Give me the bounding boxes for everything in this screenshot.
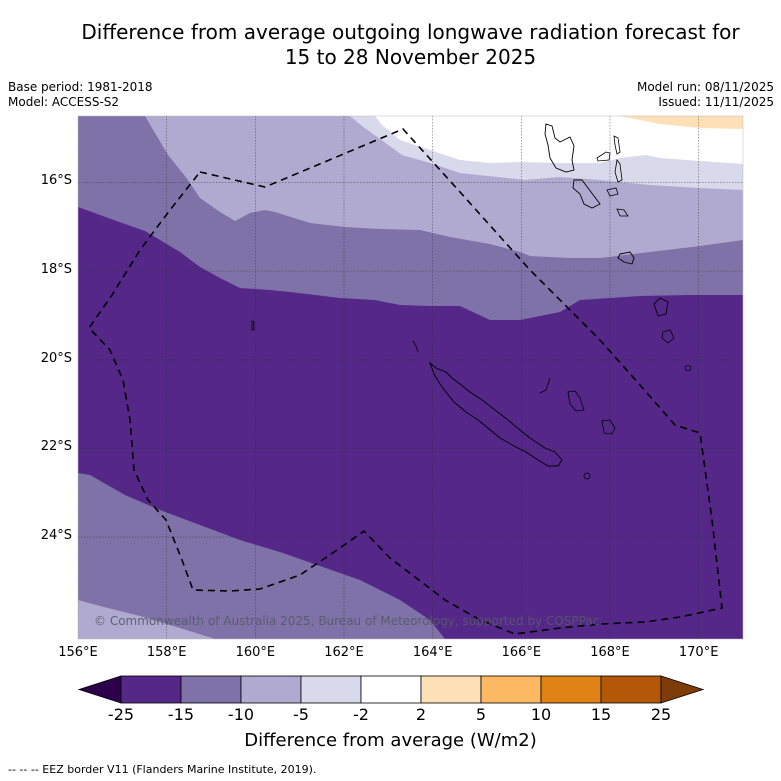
land-pentecost [614,159,623,183]
band-minus10-minus5-south [78,600,215,639]
land-ambae [596,151,611,162]
copyright-notice: © Commonwealth of Australia 2025, Bureau… [94,614,600,628]
issued-date: Issued: 11/11/2025 [658,95,774,109]
x-tick-label: 158°E [146,645,187,660]
land-ouvea [539,377,551,394]
colorbar-tick-label: -2 [353,705,369,724]
land-lifou [567,390,585,412]
title-line-1: Difference from average outgoing longwav… [81,20,740,44]
model-name: Model: ACCESS-S2 [8,95,120,109]
land-new-caledonia [429,361,563,467]
meta-right: Model run: 08/11/2025 Issued: 11/11/2025 [637,80,774,110]
title-line-2: 15 to 28 November 2025 [284,45,537,69]
y-tick-label: 20°S [40,350,72,366]
x-tick-label: 162°E [324,645,364,660]
map-title: Difference from average outgoing longwav… [0,20,781,70]
land-ambrym [606,187,619,197]
colorbar-extend-low [77,675,122,704]
colorbar-tick-label: 10 [530,705,552,724]
colorbar-tick-label: -25 [107,705,135,724]
colorbar-bin [300,675,362,704]
colorbar-tick-label: -5 [293,705,309,724]
colorbar-tick-label: 2 [415,705,427,724]
land-maewo [613,135,621,155]
x-tick-label: 164°E [412,645,453,660]
meta-left: Base period: 1981-2018 Model: ACCESS-S2 [8,80,153,110]
land-malekula [572,179,601,209]
land-small-island [684,365,692,371]
band-minus15-minus10-south [78,473,445,639]
colorbar-bin [540,675,602,704]
colorbar-tick-label: 5 [475,705,487,724]
land-espiritu-santo [544,123,575,173]
colorbar-bin [240,675,302,704]
x-tick-label: 168°E [590,645,630,660]
x-tick-label: 166°E [501,645,542,660]
y-tick-label: 24°S [40,528,72,544]
y-tick-label: 22°S [40,439,72,455]
model-run: Model run: 08/11/2025 [636,80,774,94]
colorbar-tick-label: 15 [590,705,612,724]
y-tick-label: 18°S [40,262,72,278]
colorbar-bin [420,675,482,704]
land-mare [601,419,616,435]
land-tanna [661,329,675,344]
land-efate [617,251,635,265]
x-tick-label: 160°E [235,645,276,660]
colorbar-bin [360,675,422,704]
band-minus2-plus2-north [375,116,743,164]
colorbar-bin [180,675,242,704]
colorbar-tick-label: 25 [650,705,672,724]
colorbar-bin [480,675,542,704]
colorbar-extend-high [660,675,705,704]
colorbar-bin [600,675,662,704]
land-matthew [251,320,255,331]
map-frame [77,115,744,640]
land-belep [412,340,419,353]
land-isle-of-pines [583,472,591,480]
colorbar-tick-label: -10 [227,705,255,724]
band-plus2-plus5-north [618,116,743,129]
colorbar-bin [120,675,182,704]
base-period: Base period: 1981-2018 [8,80,153,94]
colorbar-tick-label: -15 [167,705,195,724]
eez-footnote: -- -- -- EEZ border V11 (Flanders Marine… [8,763,317,776]
land-erromango [653,297,669,317]
land-epi [616,208,629,217]
x-tick-label: 156°E [58,645,98,660]
graticule [78,116,743,639]
x-tick-label: 170°E [678,645,719,660]
anomaly-field [78,116,743,639]
colorbar-label: Difference from average (W/m2) [244,730,537,751]
y-tick-label: 16°S [40,173,72,189]
eez-border [87,128,723,635]
colorbar [77,675,705,704]
